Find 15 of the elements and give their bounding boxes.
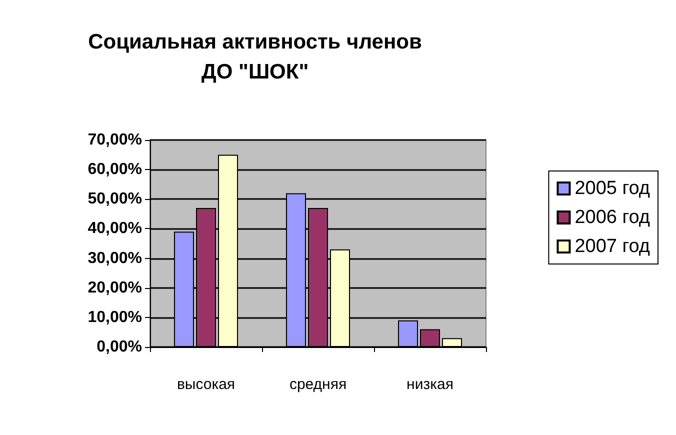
chart-title: Социальная активность членов ДО "ШОК" <box>88 30 422 84</box>
y-tick-label: 10,00% <box>88 308 142 326</box>
y-tick-label: 0,00% <box>96 338 142 356</box>
x-tick-label: средняя <box>289 376 347 393</box>
legend-label: 2007 год <box>574 236 650 257</box>
y-tick-label: 50,00% <box>88 190 142 208</box>
y-tick-label: 70,00% <box>88 132 142 148</box>
y-tick-label: 60,00% <box>88 161 142 178</box>
y-tick-label: 20,00% <box>88 279 142 296</box>
legend-label: 2006 год <box>574 207 650 228</box>
x-tick-label: низкая <box>406 376 454 393</box>
y-tick-label: 30,00% <box>88 250 142 267</box>
y-tick-label: 40,00% <box>88 220 142 238</box>
legend-label: 2005 год <box>574 178 650 199</box>
x-tick-label: высокая <box>176 376 236 393</box>
